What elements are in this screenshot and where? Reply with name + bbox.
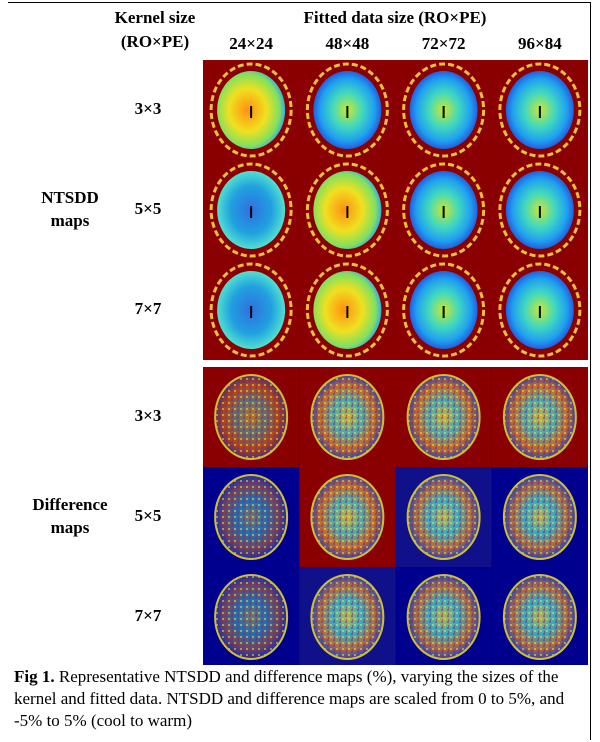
difference-texture <box>311 375 383 459</box>
difference-texture <box>504 575 576 659</box>
difference-texture <box>215 575 287 659</box>
difference-texture <box>311 575 383 659</box>
row-label: 3×3 <box>135 99 162 118</box>
difference-texture <box>504 475 576 559</box>
row-label: 5×5 <box>135 199 162 218</box>
section-label: maps <box>51 211 90 230</box>
section-label: Difference <box>32 495 108 514</box>
caption: Fig 1. Representative NTSDD and differen… <box>14 666 584 732</box>
row-label: 3×3 <box>135 406 162 425</box>
row-label: 7×7 <box>135 299 162 318</box>
column-label: 72×72 <box>422 34 466 53</box>
section-label: NTSDD <box>41 188 99 207</box>
caption-text: Representative NTSDD and difference maps… <box>14 667 564 730</box>
row-label: 5×5 <box>135 506 162 525</box>
row-label: 7×7 <box>135 606 162 625</box>
figure: Kernel size (RO×PE) Fitted data size (RO… <box>0 0 600 665</box>
column-label: 48×48 <box>326 34 370 53</box>
difference-texture <box>504 375 576 459</box>
column-label: 96×84 <box>518 34 562 53</box>
difference-texture <box>408 475 480 559</box>
difference-texture <box>408 375 480 459</box>
difference-texture <box>215 375 287 459</box>
difference-texture <box>215 475 287 559</box>
caption-label: Fig 1. <box>14 667 55 686</box>
difference-texture <box>408 575 480 659</box>
section-label: maps <box>51 518 90 537</box>
fitted-size-header: Fitted data size (RO×PE) <box>304 8 487 27</box>
kernel-size-header: Kernel size <box>115 8 196 27</box>
column-label: 24×24 <box>229 34 273 53</box>
kernel-dims-header: (RO×PE) <box>121 32 189 51</box>
difference-texture <box>311 475 383 559</box>
